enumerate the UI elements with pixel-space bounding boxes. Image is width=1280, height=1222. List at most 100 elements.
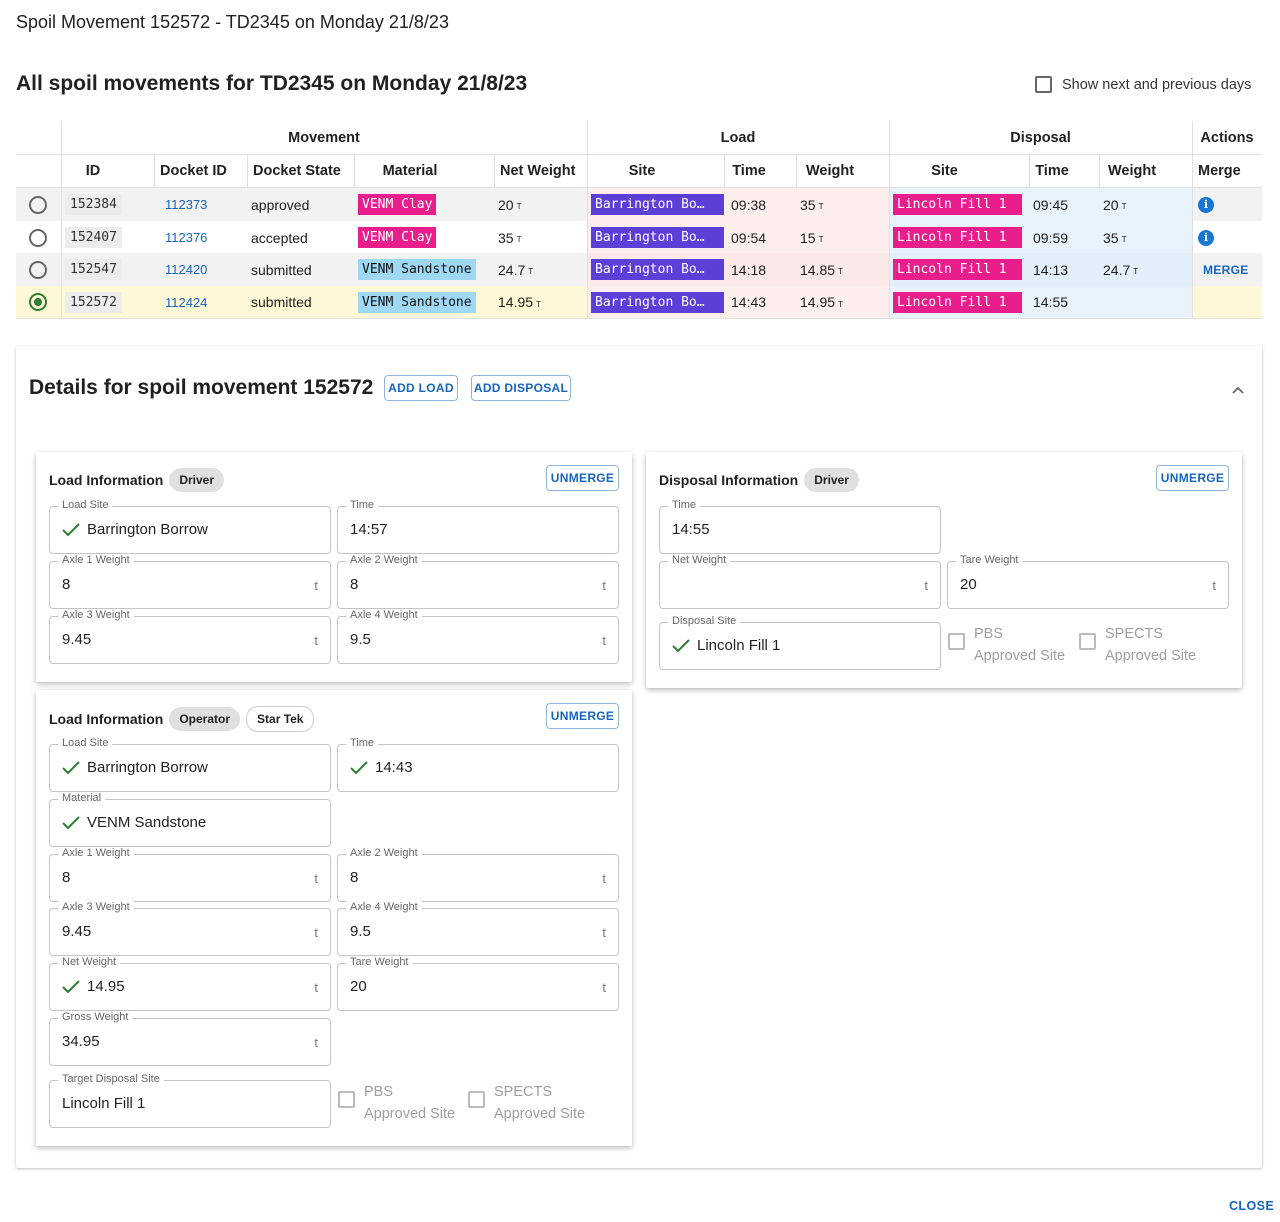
row-select-radio-selected[interactable] <box>29 293 47 311</box>
pbs-approved-checkbox[interactable]: PBS Approved Site <box>948 623 1065 667</box>
load-weight: 35 <box>800 196 816 213</box>
field-value: 20 <box>350 978 367 995</box>
table-row-selected[interactable]: 152572 112424 submitted VENM Sandstone 1… <box>16 286 1262 318</box>
field-label: Target Disposal Site <box>58 1073 164 1085</box>
row-select-radio[interactable] <box>29 260 47 279</box>
field-value: Barrington Borrow <box>87 759 208 776</box>
col-header-material[interactable]: Material <box>382 162 438 179</box>
field-label: Net Weight <box>668 554 731 566</box>
axle4-weight-field[interactable]: Axle 4 Weight 9.5 t <box>337 901 619 956</box>
checkbox-box[interactable] <box>338 1091 355 1108</box>
unit-label: t <box>314 1035 318 1050</box>
driver-tag: Driver <box>169 468 225 492</box>
load-time: 14:18 <box>731 261 767 278</box>
material-field[interactable]: Material VENM Sandstone <box>49 792 331 847</box>
close-button[interactable]: CLOSE <box>1229 1199 1275 1213</box>
pbs-approved-checkbox[interactable]: PBS Approved Site <box>338 1081 455 1125</box>
field-label: Load Site <box>58 737 113 749</box>
unmerge-button[interactable]: UNMERGE <box>546 465 619 491</box>
axle1-weight-field[interactable]: Axle 1 Weight 8 t <box>49 554 331 609</box>
add-disposal-button[interactable]: ADD DISPOSAL <box>471 375 571 401</box>
docket-link[interactable]: 112424 <box>165 294 208 310</box>
load-site-field[interactable]: Load Site Barrington Borrow <box>49 737 331 792</box>
checkbox-box[interactable] <box>1079 633 1096 650</box>
net-weight-field[interactable]: Net Weight 14.95 t <box>49 956 331 1011</box>
unit-label: T <box>838 299 843 309</box>
material-chip: VENM Clay <box>358 227 437 248</box>
col-header-net-weight[interactable]: Net Weight <box>500 162 576 179</box>
section-title: All spoil movements for TD2345 on Monday… <box>16 72 528 95</box>
col-header-disposal-site[interactable]: Site <box>931 162 958 179</box>
show-days-checkbox[interactable] <box>1035 76 1052 93</box>
col-header-docket-state[interactable]: Docket State <box>253 162 341 179</box>
row-select-radio[interactable] <box>29 195 47 214</box>
add-load-button[interactable]: ADD LOAD <box>384 375 458 401</box>
load-time: 09:54 <box>731 229 767 246</box>
disposal-site-field[interactable]: Disposal Site Lincoln Fill 1 <box>659 615 941 670</box>
company-tag: Star Tek <box>246 706 315 732</box>
col-header-load-time[interactable]: Time <box>732 162 766 179</box>
gross-weight-field[interactable]: Gross Weight 34.95 t <box>49 1011 331 1066</box>
checkbox-box[interactable] <box>468 1091 485 1108</box>
load-time: 09:38 <box>731 196 767 213</box>
info-icon[interactable]: i <box>1198 196 1214 213</box>
col-header-disposal-weight[interactable]: Weight <box>1108 162 1157 179</box>
net-weight-field[interactable]: Net Weight t <box>659 554 941 609</box>
tare-weight-field[interactable]: Tare Weight 20 t <box>337 956 619 1011</box>
tare-weight-field[interactable]: Tare Weight 20 t <box>947 554 1229 609</box>
load-time: 14:43 <box>731 294 767 310</box>
axle1-weight-field[interactable]: Axle 1 Weight 8 t <box>49 847 331 902</box>
load-site-field[interactable]: Load Site Barrington Borrow <box>49 499 331 554</box>
table-row[interactable]: 152384 112373 approved VENM Clay 20 T Bar… <box>16 188 1262 221</box>
axle3-weight-field[interactable]: Axle 3 Weight 9.45 t <box>49 609 331 664</box>
unmerge-button[interactable]: UNMERGE <box>1156 465 1229 491</box>
target-disposal-site-field[interactable]: Target Disposal Site Lincoln Fill 1 <box>49 1073 331 1128</box>
field-value: 14:55 <box>672 521 710 538</box>
row-select-radio[interactable] <box>29 228 47 247</box>
axle4-weight-field[interactable]: Axle 4 Weight 9.5 t <box>337 609 619 664</box>
field-value: 20 <box>960 576 977 593</box>
docket-link[interactable]: 112376 <box>165 230 208 245</box>
spects-approved-checkbox[interactable]: SPECTS Approved Site <box>468 1081 585 1125</box>
docket-link[interactable]: 112420 <box>165 262 208 277</box>
material-chip: VENM Sandstone <box>358 291 476 313</box>
unit-label: T <box>516 235 522 244</box>
disposal-time-field[interactable]: Time 14:55 <box>659 499 941 554</box>
unmerge-button[interactable]: UNMERGE <box>546 703 619 729</box>
table-row[interactable]: 152547 112420 submitted VENM Sandstone 2… <box>16 253 1262 286</box>
axle2-weight-field[interactable]: Axle 2 Weight 8 t <box>337 847 619 902</box>
load-info-driver-card: Load Information Driver UNMERGE Load Sit… <box>36 452 632 682</box>
spects-approved-checkbox[interactable]: SPECTS Approved Site <box>1079 623 1196 667</box>
table-row[interactable]: 152407 112376 accepted VENM Clay 35 T Bar… <box>16 221 1262 254</box>
col-header-load-site[interactable]: Site <box>628 162 656 179</box>
merge-button[interactable]: MERGE <box>1203 262 1249 277</box>
checkbox-label-line2: Approved Site <box>364 1106 456 1122</box>
field-label: Axle 4 Weight <box>346 609 422 621</box>
show-days-label: Show next and previous days <box>1062 76 1252 93</box>
docket-link[interactable]: 112373 <box>165 197 208 212</box>
axle3-weight-field[interactable]: Axle 3 Weight 9.45 t <box>49 901 331 956</box>
axle2-weight-field[interactable]: Axle 2 Weight 8 t <box>337 554 619 609</box>
col-header-disposal-time[interactable]: Time <box>1035 162 1069 179</box>
unit-label: t <box>602 578 606 593</box>
field-label: Gross Weight <box>58 1011 133 1023</box>
checkbox-box[interactable] <box>948 633 965 650</box>
group-header-actions: Actions <box>1200 129 1254 146</box>
col-header-load-weight[interactable]: Weight <box>806 162 855 179</box>
col-header-docket-id[interactable]: Docket ID <box>160 162 227 179</box>
docket-state: submitted <box>251 294 312 310</box>
unit-label: t <box>314 871 318 886</box>
field-value: 8 <box>62 576 71 593</box>
checkbox-label-line1: SPECTS <box>494 1084 553 1100</box>
col-header-id[interactable]: ID <box>85 162 101 179</box>
load-site-chip: Barrington Bo… <box>591 291 724 313</box>
docket-state: accepted <box>251 229 308 246</box>
time-field[interactable]: Time 14:57 <box>337 499 619 554</box>
show-days-toggle[interactable]: Show next and previous days <box>1035 76 1251 93</box>
chevron-up-icon[interactable] <box>1228 380 1248 400</box>
info-icon[interactable]: i <box>1198 229 1214 246</box>
unit-label: T <box>536 299 541 309</box>
time-field[interactable]: Time 14:43 <box>337 737 619 792</box>
field-label: Axle 3 Weight <box>58 901 134 913</box>
load-site-chip: Barrington Bo… <box>591 227 724 248</box>
